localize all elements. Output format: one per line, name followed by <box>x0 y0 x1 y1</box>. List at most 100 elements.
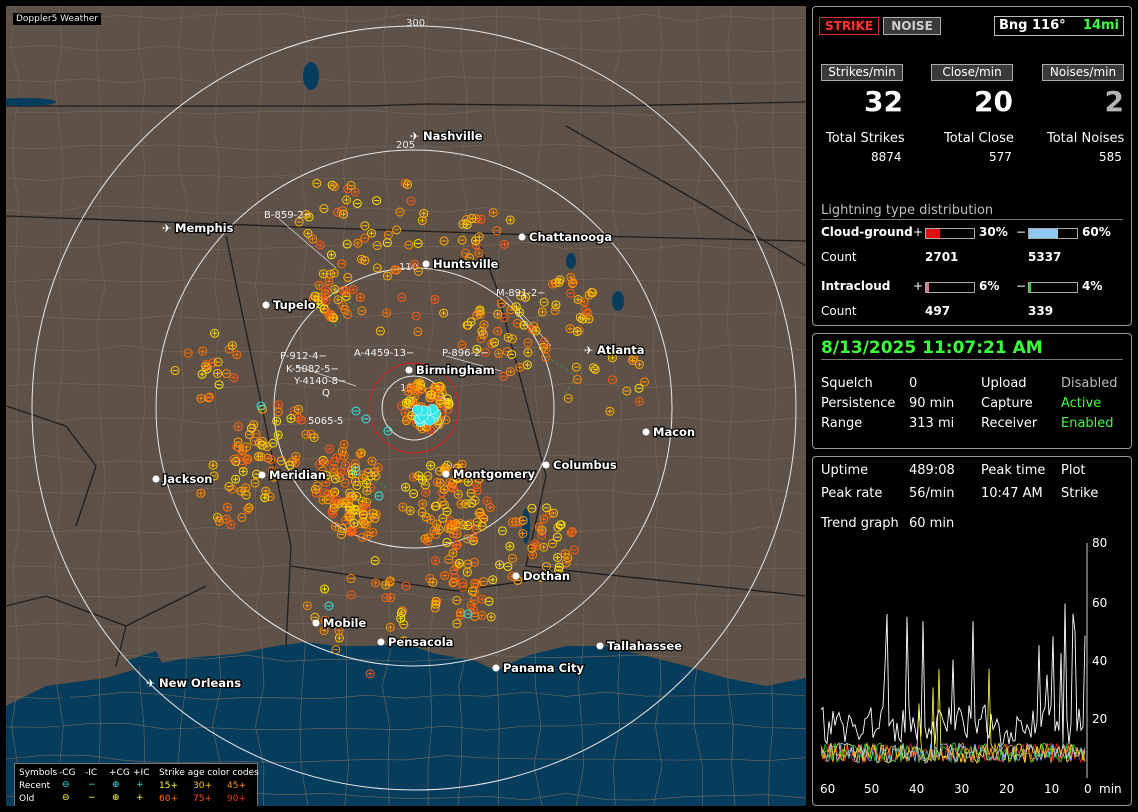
strike-marker <box>308 234 318 244</box>
ic-negative-pct: 4% <box>1082 279 1103 293</box>
strike-marker <box>372 263 382 273</box>
track-label: B-859-2− <box>264 210 312 221</box>
lightning-map[interactable]: 300 205 110 15 ✈ Nashville ✈ Memphis Chattan… <box>6 6 806 806</box>
recent-strike-marker <box>256 401 266 411</box>
strike-marker <box>563 393 573 403</box>
legend-recent-label: Recent <box>19 781 51 791</box>
strike-marker <box>310 291 320 301</box>
x-tick-10: 10 <box>1044 782 1059 796</box>
strike-marker <box>448 483 458 493</box>
strike-marker <box>572 374 582 384</box>
upload-value: Disabled <box>1061 376 1118 391</box>
close-per-min-button[interactable]: Close/min <box>931 64 1013 81</box>
track-label: P-896-2− <box>442 348 489 359</box>
legend-recent-pos-ic-icon: + <box>136 780 144 790</box>
strike-marker <box>301 209 311 219</box>
uptime-value: 489:08 <box>909 463 955 478</box>
strike-marker <box>360 233 370 243</box>
city-memphis: ✈ Memphis <box>162 220 235 237</box>
strike-marker <box>426 514 436 524</box>
noises-per-min-button[interactable]: Noises/min <box>1042 64 1124 81</box>
strike-marker <box>324 444 334 454</box>
strike-marker <box>512 318 522 328</box>
strike-marker <box>472 524 482 534</box>
strike-marker <box>463 559 473 569</box>
strike-marker <box>474 248 484 258</box>
recent-strike-marker <box>361 414 371 424</box>
strike-mode-button[interactable]: STRIKE <box>819 17 879 35</box>
strike-marker <box>183 348 193 358</box>
city-panama-city: Panama City <box>492 660 586 676</box>
trend-line <box>820 603 1086 746</box>
cg-negative-count: 5337 <box>1028 250 1062 264</box>
strike-marker <box>468 533 478 543</box>
strike-marker <box>403 179 413 189</box>
city-dot-icon <box>422 260 430 268</box>
recent-strike-marker <box>351 466 361 476</box>
strike-marker <box>506 367 516 377</box>
strike-marker <box>333 207 343 217</box>
city-dot-icon <box>262 301 270 309</box>
strike-marker <box>356 254 366 264</box>
strike-marker <box>432 477 442 487</box>
strike-marker <box>539 542 549 552</box>
total-close-value: 577 <box>989 150 1012 164</box>
strike-marker <box>605 406 615 416</box>
strike-marker <box>404 240 414 250</box>
strike-marker <box>209 471 219 481</box>
strike-marker <box>237 450 247 460</box>
legend-recent-pos-cg-icon: ⊕ <box>112 780 120 790</box>
strike-marker <box>368 527 378 537</box>
strike-marker <box>381 580 391 590</box>
strike-marker <box>440 571 450 581</box>
strike-marker <box>573 294 583 304</box>
y-tick-80: 80 <box>1092 536 1107 550</box>
strike-marker <box>554 565 564 575</box>
strike-marker <box>205 392 215 402</box>
y-tick-60: 60 <box>1092 596 1107 610</box>
strike-marker <box>269 472 279 482</box>
city-dot-icon <box>512 572 520 580</box>
noise-mode-button[interactable]: NOISE <box>883 17 941 35</box>
strike-marker <box>566 528 576 538</box>
strike-marker <box>355 449 365 459</box>
strike-marker <box>334 626 344 636</box>
strike-marker <box>385 622 395 632</box>
strike-marker <box>434 525 444 535</box>
strike-marker <box>250 478 260 488</box>
city-dot-icon <box>492 664 500 672</box>
x-tick-40: 40 <box>909 782 924 796</box>
strike-marker <box>497 526 507 536</box>
strike-marker <box>479 320 489 330</box>
strike-marker <box>452 619 462 629</box>
ic-minus-sign: − <box>1016 279 1027 293</box>
uptime-label: Uptime <box>821 463 869 478</box>
strike-marker <box>329 463 339 473</box>
strike-marker <box>333 295 343 305</box>
strike-marker <box>315 240 325 250</box>
strike-marker <box>423 533 433 543</box>
trend-line <box>820 742 1086 764</box>
strike-marker <box>263 453 273 463</box>
strike-marker <box>323 307 333 317</box>
city-dot-icon <box>312 619 320 627</box>
strike-marker <box>337 524 347 534</box>
strike-marker <box>470 578 480 588</box>
strike-marker <box>196 488 206 498</box>
ring-label-15: 15 <box>400 383 413 394</box>
strike-marker <box>318 269 328 279</box>
strike-marker <box>515 362 525 372</box>
strike-marker <box>267 466 277 476</box>
strike-marker <box>213 357 223 367</box>
recent-strike-marker <box>463 609 473 619</box>
strike-marker <box>348 285 358 295</box>
strike-marker <box>474 474 484 484</box>
strike-marker <box>362 479 372 489</box>
strikes-per-min-button[interactable]: Strikes/min <box>821 64 903 81</box>
plot-value[interactable]: Strike <box>1061 486 1099 501</box>
strike-marker <box>367 456 377 466</box>
legend-neg-ic: -IC <box>85 768 98 778</box>
cloud-ground-label: Cloud-ground <box>821 225 913 239</box>
track-label: P-912-4− <box>280 351 327 362</box>
legend-age-30: 30+ <box>193 781 212 791</box>
